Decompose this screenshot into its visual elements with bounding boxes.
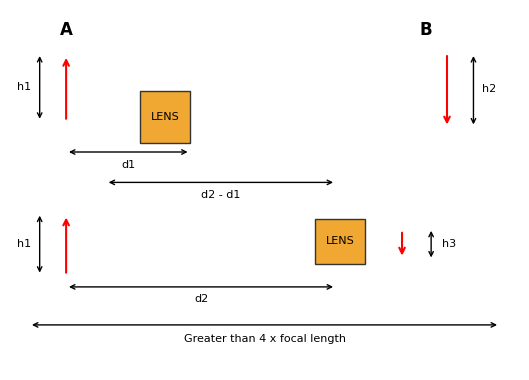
Text: LENS: LENS: [151, 112, 180, 122]
Text: h1: h1: [17, 82, 31, 92]
Text: B: B: [419, 21, 432, 40]
Text: A: A: [60, 21, 72, 40]
Text: h2: h2: [482, 84, 496, 94]
Text: Greater than 4 x focal length: Greater than 4 x focal length: [184, 334, 345, 344]
Text: d2: d2: [194, 294, 208, 304]
Text: h3: h3: [442, 239, 455, 249]
Bar: [315, 218, 365, 264]
Bar: [140, 91, 190, 142]
Text: d1: d1: [121, 160, 135, 170]
Text: LENS: LENS: [325, 236, 354, 246]
Text: d2 - d1: d2 - d1: [201, 190, 241, 200]
Text: h1: h1: [17, 239, 31, 249]
